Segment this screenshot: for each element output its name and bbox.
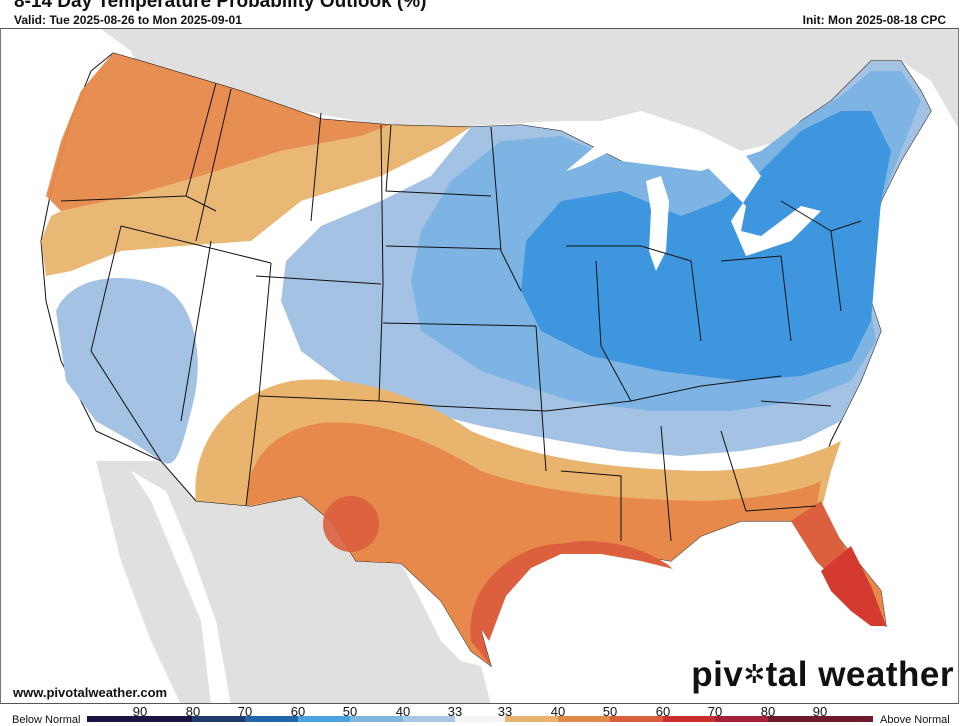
legend-tick: 40 (550, 704, 566, 719)
legend-tick: 60 (655, 704, 671, 719)
legend-tick: 60 (290, 704, 306, 719)
legend-tick: 80 (760, 704, 776, 719)
lake-michigan (646, 176, 669, 271)
legend-tick: 80 (185, 704, 201, 719)
legend-swatch (715, 716, 768, 722)
zone-above-north-band (41, 125, 471, 276)
legend-swatch (505, 716, 558, 722)
lake-huron-erie (701, 156, 821, 256)
lake-superior (566, 121, 666, 171)
brand-logo: piv✲tal weather (691, 655, 954, 695)
baja-water (131, 471, 231, 703)
legend-tick: 33 (447, 704, 463, 719)
legend-swatch (87, 716, 192, 722)
brand-text-post: tal weather (765, 655, 954, 694)
legend-swatch (245, 716, 298, 722)
map-title: 8-14 Day Temperature Probability Outlook… (14, 0, 427, 12)
legend-swatch-normal (455, 716, 505, 722)
legend-swatch (610, 716, 663, 722)
legend-tick: 33 (497, 704, 513, 719)
zone-above-south-florida (821, 546, 886, 626)
forecast-map (0, 28, 959, 704)
legend-tick: 70 (707, 704, 723, 719)
legend-swatch (558, 716, 610, 722)
legend-swatch (663, 716, 715, 722)
legend-tick: 40 (395, 704, 411, 719)
mexico-land (96, 461, 491, 703)
legend-swatch (350, 716, 403, 722)
legend-tick: 50 (602, 704, 618, 719)
legend-tick: 90 (132, 704, 148, 719)
init-time: Init: Mon 2025-08-18 CPC (802, 13, 946, 27)
zone-above-pnw (46, 53, 391, 211)
legend-below-label: Below Normal (12, 714, 81, 726)
legend-tick: 70 (237, 704, 253, 719)
zone-below-core (521, 111, 891, 381)
legend-tick: 50 (342, 704, 358, 719)
colorbar-legend: Below Normal 90 80 70 60 50 40 33 33 40 … (0, 704, 960, 726)
map-canvas (40, 29, 958, 703)
zone-above-west-texas (323, 496, 379, 552)
legend-swatch (403, 716, 455, 722)
gear-icon: ✲ (743, 659, 766, 689)
state-borders (60, 82, 862, 542)
legend-swatch (768, 716, 873, 722)
legend-swatch (298, 716, 350, 722)
zone-above-gulf-band (476, 541, 673, 641)
canada-land (101, 29, 958, 151)
legend-tick: 90 (812, 704, 828, 719)
site-url: www.pivotalweather.com (13, 685, 168, 700)
brand-text-pre: piv (691, 655, 744, 694)
valid-period: Valid: Tue 2025-08-26 to Mon 2025-09-01 (14, 13, 242, 27)
zone-below-california (56, 278, 198, 464)
legend-swatch (192, 716, 245, 722)
legend-above-label: Above Normal (880, 714, 950, 726)
